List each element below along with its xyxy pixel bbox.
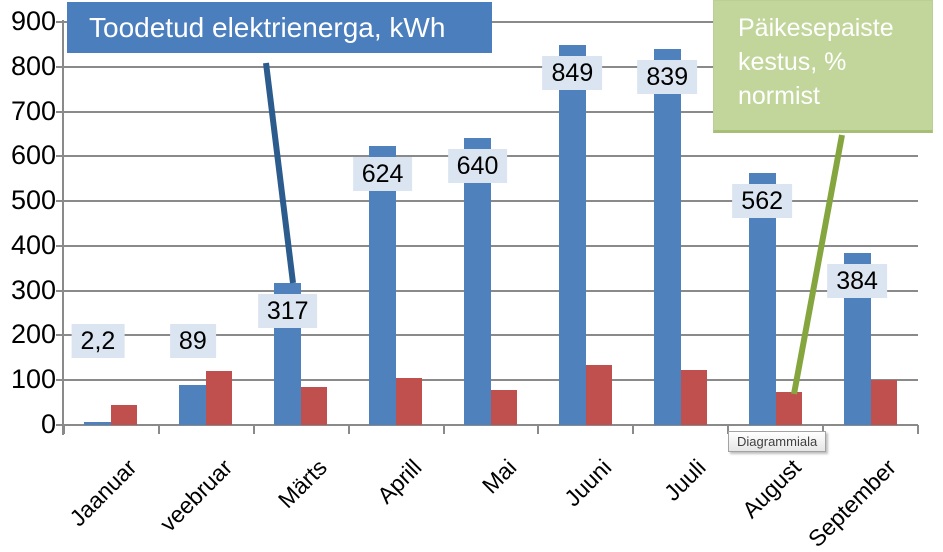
gridline-100 <box>64 379 918 382</box>
bar-paikesepaiste-jaanuar[interactable] <box>111 404 138 425</box>
series-callout-toodetud[interactable]: Toodetud elektrienerga, kWh <box>67 2 492 53</box>
data-label-aprill: 624 <box>352 156 413 191</box>
x-axis-tick <box>63 425 65 434</box>
month-label-september: September <box>803 454 901 552</box>
gridline-800 <box>64 65 918 68</box>
month-label-juuli: Juuli <box>659 454 712 506</box>
y-axis-tick-label: 0 <box>40 409 56 439</box>
data-label-september: 384 <box>827 264 887 299</box>
y-axis-tick-label: 600 <box>10 140 56 171</box>
bar-paikesepaiste-veebruar[interactable] <box>206 371 233 425</box>
y-axis-tick <box>56 379 63 382</box>
bar-paikesepaiste-juuli[interactable] <box>680 370 707 425</box>
gridline-200 <box>64 334 918 337</box>
month-label-aprill: Aprill <box>371 454 427 509</box>
x-axis-tick <box>917 425 919 434</box>
x-axis-tick <box>442 425 445 434</box>
bar-paikesepaiste-september[interactable] <box>870 380 897 425</box>
green-callout-line1: Päikesepaiste <box>738 14 894 42</box>
data-label-jaanuar: 2,2 <box>71 324 125 358</box>
series-callout-paikesepaiste[interactable]: Päikesepaiste kestus, % normist <box>713 0 933 133</box>
gridline-700 <box>64 110 918 113</box>
y-axis-tick <box>56 289 63 292</box>
bar-paikesepaiste-aprill[interactable] <box>396 377 423 425</box>
data-label-juuni: 849 <box>542 55 603 90</box>
y-axis-tick <box>56 244 63 247</box>
y-axis-tick-label: 100 <box>10 364 56 395</box>
data-label-märts: 317 <box>257 294 318 329</box>
month-label-veebruar: veebruar <box>154 454 237 537</box>
data-label-august: 562 <box>732 184 793 219</box>
bar-toodetud-aprill[interactable] <box>369 145 397 425</box>
y-axis-tick-label: 800 <box>10 50 56 81</box>
bar-toodetud-veebruar[interactable] <box>179 385 207 425</box>
bar-paikesepaiste-märts[interactable] <box>301 386 328 425</box>
bar-toodetud-mai[interactable] <box>464 138 491 425</box>
month-label-august: August <box>737 454 807 524</box>
month-label-mai: Mai <box>476 454 522 499</box>
x-axis-tick <box>347 425 350 434</box>
month-label-jaanuar: Jaanuar <box>64 454 142 532</box>
data-label-mai: 640 <box>447 149 508 184</box>
x-axis-tick <box>727 425 730 434</box>
y-axis-tick-label: 400 <box>10 229 56 260</box>
x-axis-tick <box>252 425 255 434</box>
x-axis-tick <box>157 425 160 434</box>
y-axis-tick <box>56 110 63 113</box>
gridline-500 <box>64 200 918 203</box>
y-axis-tick <box>56 21 63 23</box>
y-axis-line <box>62 20 64 435</box>
tooltip-diagrammiala: Diagrammiala <box>728 431 827 452</box>
bar-paikesepaiste-august[interactable] <box>775 391 802 425</box>
y-axis-tick <box>56 155 63 158</box>
y-axis-tick-label: 200 <box>10 319 56 350</box>
x-axis-tick <box>822 425 825 434</box>
y-axis-tick-label: 500 <box>10 185 56 216</box>
bar-toodetud-jaanuar[interactable] <box>84 422 112 425</box>
month-label-märts: Märts <box>272 454 332 514</box>
x-axis-line <box>64 424 918 426</box>
gridline-400 <box>64 244 918 247</box>
y-axis-tick-label: 300 <box>10 274 56 305</box>
bar-paikesepaiste-mai[interactable] <box>491 390 517 425</box>
green-callout-line3: normist <box>738 82 820 110</box>
y-axis-tick <box>56 65 63 68</box>
data-label-veebruar: 89 <box>169 324 216 358</box>
bar-toodetud-juuli[interactable] <box>653 49 681 425</box>
y-axis-tick-label: 900 <box>10 6 56 36</box>
gridline-300 <box>64 289 918 292</box>
bar-paikesepaiste-juuni[interactable] <box>585 364 612 425</box>
blue-callout-leader-line <box>263 62 296 284</box>
bar-toodetud-juuni[interactable] <box>558 44 586 425</box>
y-axis-tick <box>56 424 63 426</box>
month-label-juuni: Juuni <box>559 454 617 512</box>
data-label-juuli: 839 <box>637 60 698 95</box>
y-axis-tick <box>56 334 63 337</box>
green-callout-line2: kestus, % <box>738 48 847 76</box>
y-axis-tick <box>56 200 63 203</box>
x-axis-tick <box>537 425 540 434</box>
x-axis-tick <box>632 425 635 434</box>
y-axis-tick-label: 700 <box>10 95 56 126</box>
